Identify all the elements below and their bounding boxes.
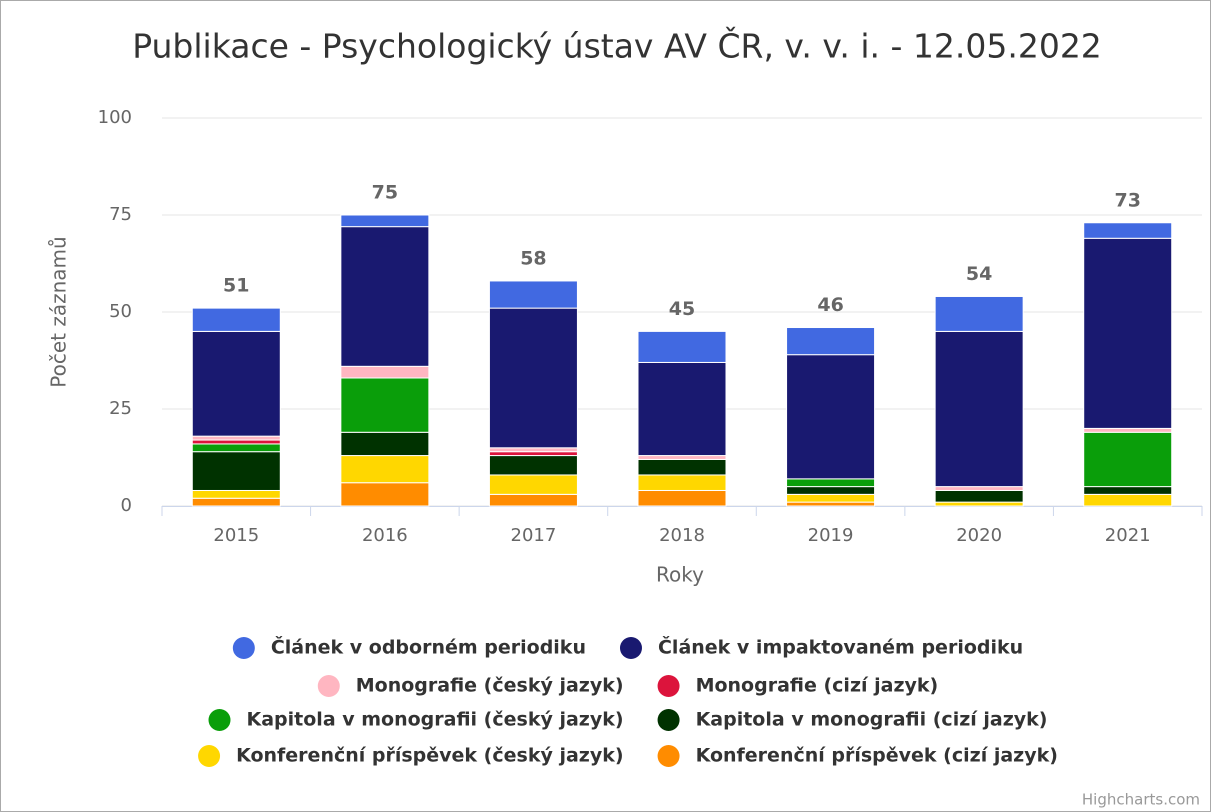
bar-segment	[191, 443, 281, 453]
bar-segment	[191, 435, 281, 441]
legend-label: Kapitola v monografii (cizí jazyk)	[696, 709, 1048, 731]
legend-label: Konferenční příspěvek (cizí jazyk)	[696, 745, 1058, 767]
credits[interactable]: Highcharts.com	[1082, 791, 1200, 809]
bar-segment	[786, 501, 876, 507]
bar-segment	[934, 489, 1024, 503]
legend-marker	[657, 709, 680, 731]
bar-segment	[786, 478, 876, 488]
bar-segment	[1083, 431, 1173, 488]
bar-segment	[786, 486, 876, 495]
stack-total: 75	[372, 182, 398, 204]
bar-segment	[786, 493, 876, 503]
bar-segment	[786, 354, 876, 480]
legend-row: Konferenční příspěvek (český jazyk) Konfe…	[198, 745, 1058, 767]
bar-segment	[488, 280, 578, 309]
bar-segment	[637, 361, 727, 457]
legend-row: Článek v odborném periodiku Článek v impa…	[232, 635, 1023, 659]
bar-segment	[1083, 237, 1173, 429]
x-tick-label: 2018	[659, 525, 705, 546]
bar-segment	[191, 489, 281, 499]
chart-title: Publikace - Psychologický ústav AV ČR, v…	[132, 26, 1102, 66]
stack-total: 46	[817, 294, 843, 316]
bar-segment	[488, 474, 578, 495]
x-tick-label: 2019	[808, 525, 854, 546]
bar-segment	[1083, 427, 1173, 433]
legend-label: Článek v odborném periodiku	[271, 635, 586, 659]
legend-label: Článek v impaktovaném periodiku	[658, 635, 1023, 659]
bar-segment	[934, 330, 1024, 488]
legend-marker	[232, 637, 255, 659]
bar-segment	[340, 455, 430, 484]
bar-segment	[1083, 486, 1173, 495]
bar-segment	[191, 307, 281, 332]
bar-segment	[637, 330, 727, 363]
bar-segment	[488, 455, 578, 476]
bar-segment	[934, 295, 1024, 332]
bar-segment	[488, 493, 578, 507]
legend-label: Konferenční příspěvek (český jazyk)	[236, 745, 624, 767]
bar-segment	[1083, 222, 1173, 239]
x-axis-title: Roky	[656, 563, 704, 587]
bar-segment	[340, 482, 430, 507]
x-tick-label: 2021	[1105, 525, 1151, 546]
legend-marker	[317, 675, 340, 697]
stack-total: 45	[669, 298, 695, 320]
bar-segment	[786, 327, 876, 356]
x-tick-label: 2020	[956, 525, 1002, 546]
bar-segment	[191, 439, 281, 445]
bar-segment	[637, 455, 727, 460]
bar-segment	[340, 431, 430, 457]
y-tick-label: 25	[109, 398, 132, 419]
legend-row: Kapitola v monografii (český jazyk) Kapit…	[208, 709, 1048, 731]
bar-segment	[191, 451, 281, 491]
y-tick-label: 50	[109, 301, 132, 322]
stack-total: 51	[223, 275, 249, 297]
bar-segment	[1083, 493, 1173, 507]
stack-total: 73	[1114, 189, 1140, 211]
legend-marker	[619, 637, 642, 659]
bar-segment	[340, 365, 430, 379]
stack-total: 58	[520, 247, 546, 269]
y-tick-label: 0	[121, 495, 132, 516]
x-tick-label: 2015	[213, 525, 259, 546]
legend-label: Monografie (cizí jazyk)	[696, 675, 939, 697]
legend-label: Kapitola v monografii (český jazyk)	[247, 709, 624, 731]
x-tick-label: 2017	[511, 525, 557, 546]
stack-total: 54	[966, 263, 992, 285]
bar-segment	[637, 458, 727, 476]
legend-marker	[657, 745, 680, 767]
legend-row: Monografie (český jazyk) Monografie (cizí…	[317, 675, 939, 697]
legend-marker	[198, 745, 221, 767]
legend-marker	[208, 709, 231, 731]
x-tick-label: 2016	[362, 525, 408, 546]
bar-segment	[637, 474, 727, 491]
y-tick-label: 75	[109, 204, 132, 225]
bar-segment	[637, 489, 727, 507]
legend-marker	[657, 675, 680, 697]
y-axis-title: Počet záznamů	[47, 236, 71, 387]
bar-segment	[488, 307, 578, 449]
bar-segment	[340, 226, 430, 367]
bar-segment	[488, 447, 578, 453]
bar-segment	[488, 451, 578, 457]
bar-segment	[934, 501, 1024, 507]
y-tick-label: 100	[98, 107, 132, 128]
bar-segment	[191, 497, 281, 507]
bar-segment	[191, 330, 281, 437]
bar-segment	[340, 214, 430, 228]
bar-segment	[934, 486, 1024, 491]
legend-label: Monografie (český jazyk)	[356, 675, 624, 697]
bar-segment	[340, 377, 430, 433]
